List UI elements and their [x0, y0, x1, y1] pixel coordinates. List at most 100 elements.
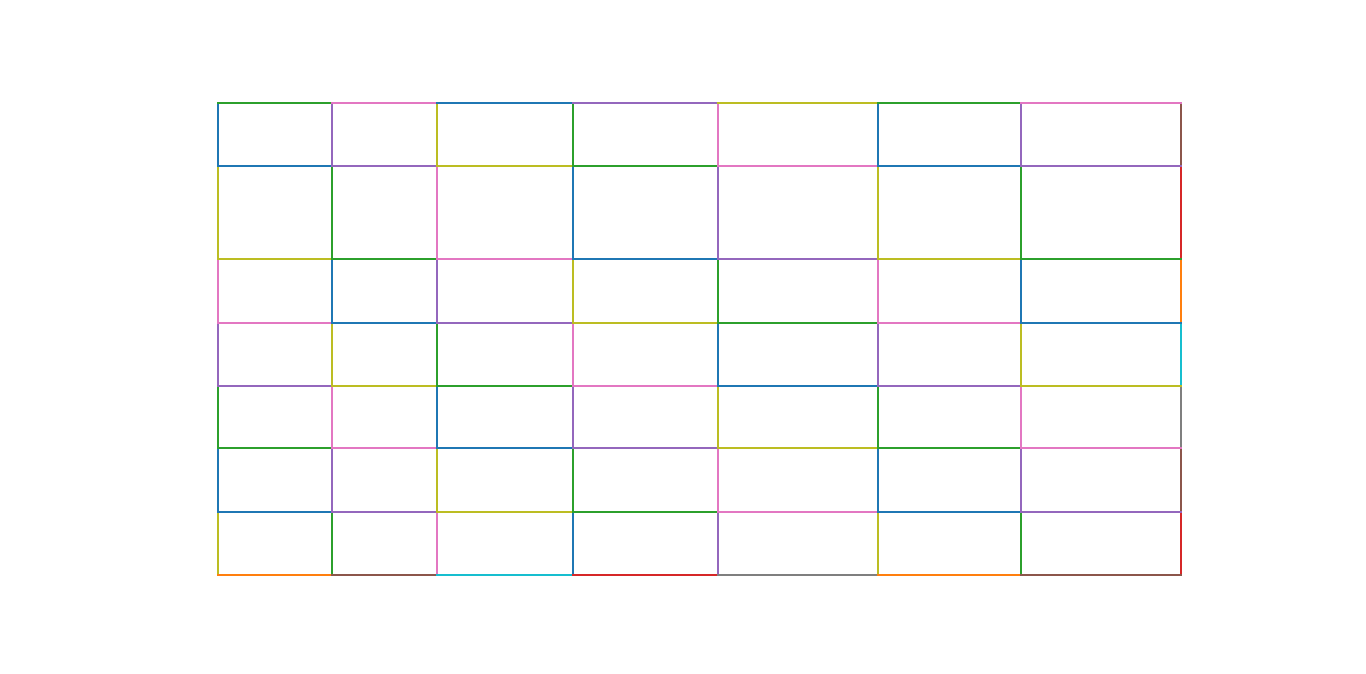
- grid-v-segment: [1180, 511, 1182, 576]
- grid-v-segment: [572, 102, 574, 167]
- grid-v-segment: [1020, 258, 1022, 324]
- grid-h-segment: [436, 165, 574, 167]
- grid-h-segment: [331, 385, 438, 387]
- grid-v-segment: [331, 385, 333, 449]
- grid-v-segment: [1180, 385, 1182, 449]
- grid-v-segment: [1180, 322, 1182, 387]
- grid-v-segment: [1020, 511, 1022, 576]
- grid-v-segment: [1020, 447, 1022, 513]
- grid-h-segment: [1020, 165, 1182, 167]
- grid-v-segment: [717, 102, 719, 167]
- grid-h-segment: [436, 102, 574, 104]
- grid-v-segment: [717, 322, 719, 387]
- grid-v-segment: [217, 322, 219, 387]
- grid-h-segment: [217, 165, 333, 167]
- grid-v-segment: [1020, 102, 1022, 167]
- grid-v-segment: [436, 447, 438, 513]
- grid-h-segment: [331, 165, 438, 167]
- grid-h-segment: [217, 322, 333, 324]
- grid-v-segment: [572, 322, 574, 387]
- grid-h-segment: [717, 511, 879, 513]
- grid-h-segment: [331, 511, 438, 513]
- grid-h-segment: [217, 574, 333, 576]
- grid-h-segment: [572, 258, 719, 260]
- grid-h-segment: [217, 102, 333, 104]
- grid-h-segment: [331, 574, 438, 576]
- grid-v-segment: [877, 511, 879, 576]
- grid-h-segment: [717, 258, 879, 260]
- grid-h-segment: [717, 322, 879, 324]
- grid-h-segment: [572, 447, 719, 449]
- grid-h-segment: [877, 574, 1022, 576]
- grid-v-segment: [436, 165, 438, 260]
- grid-v-segment: [217, 511, 219, 576]
- grid-v-segment: [877, 165, 879, 260]
- grid-v-segment: [331, 511, 333, 576]
- grid-h-segment: [436, 258, 574, 260]
- grid-h-segment: [217, 385, 333, 387]
- grid-h-segment: [331, 322, 438, 324]
- grid-h-segment: [436, 385, 574, 387]
- grid-v-segment: [436, 258, 438, 324]
- grid-h-segment: [217, 511, 333, 513]
- grid-v-segment: [717, 258, 719, 324]
- grid-h-segment: [436, 447, 574, 449]
- grid-h-segment: [877, 258, 1022, 260]
- grid-h-segment: [1020, 574, 1182, 576]
- grid-v-segment: [1180, 102, 1182, 167]
- grid-v-segment: [436, 102, 438, 167]
- grid-v-segment: [331, 165, 333, 260]
- grid-v-segment: [1180, 447, 1182, 513]
- grid-h-segment: [331, 258, 438, 260]
- grid-v-segment: [436, 385, 438, 449]
- grid-v-segment: [217, 258, 219, 324]
- grid-v-segment: [572, 447, 574, 513]
- grid-v-segment: [572, 385, 574, 449]
- grid-h-segment: [877, 322, 1022, 324]
- grid-h-segment: [717, 574, 879, 576]
- grid-h-segment: [877, 447, 1022, 449]
- grid-v-segment: [877, 447, 879, 513]
- grid-h-segment: [331, 447, 438, 449]
- grid-v-segment: [331, 258, 333, 324]
- grid-v-segment: [1020, 385, 1022, 449]
- grid-h-segment: [572, 322, 719, 324]
- grid-h-segment: [436, 322, 574, 324]
- grid-v-segment: [572, 511, 574, 576]
- grid-v-segment: [217, 102, 219, 167]
- grid-h-segment: [1020, 102, 1182, 104]
- grid-h-segment: [717, 385, 879, 387]
- grid-v-segment: [1020, 165, 1022, 260]
- grid-v-segment: [877, 258, 879, 324]
- grid-v-segment: [1180, 165, 1182, 260]
- grid-v-segment: [331, 447, 333, 513]
- grid-h-segment: [217, 258, 333, 260]
- grid-h-segment: [717, 447, 879, 449]
- grid-v-segment: [217, 447, 219, 513]
- grid-v-segment: [877, 385, 879, 449]
- grid-v-segment: [877, 322, 879, 387]
- grid-h-segment: [717, 165, 879, 167]
- grid-h-segment: [877, 511, 1022, 513]
- grid-h-segment: [572, 165, 719, 167]
- grid-h-segment: [572, 511, 719, 513]
- grid-v-segment: [217, 165, 219, 260]
- grid-v-segment: [717, 511, 719, 576]
- grid-v-segment: [436, 322, 438, 387]
- grid-h-segment: [877, 385, 1022, 387]
- grid-v-segment: [717, 165, 719, 260]
- grid-h-segment: [1020, 447, 1182, 449]
- grid-h-segment: [1020, 385, 1182, 387]
- grid-v-segment: [717, 447, 719, 513]
- grid-v-segment: [877, 102, 879, 167]
- grid-h-segment: [572, 574, 719, 576]
- grid-v-segment: [572, 258, 574, 324]
- grid-v-segment: [331, 102, 333, 167]
- grid-h-segment: [436, 511, 574, 513]
- grid-v-segment: [217, 385, 219, 449]
- grid-h-segment: [572, 102, 719, 104]
- grid-h-segment: [331, 102, 438, 104]
- grid-v-segment: [436, 511, 438, 576]
- grid-h-segment: [877, 165, 1022, 167]
